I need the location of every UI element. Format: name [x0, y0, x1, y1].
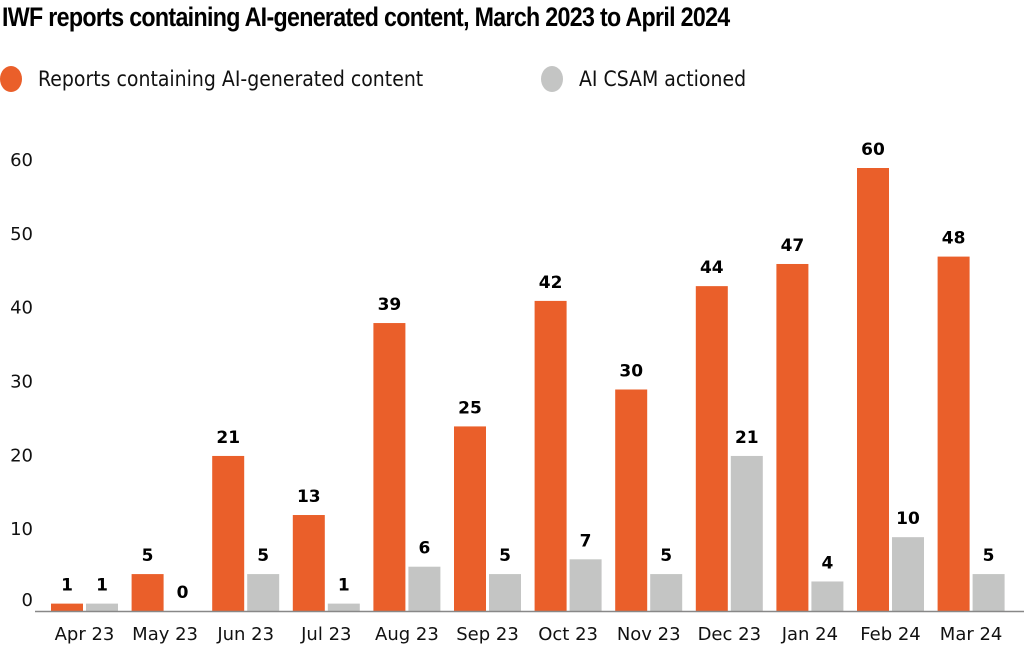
legend-swatch-reports: [0, 66, 22, 92]
x-tick-label: Nov 23: [617, 624, 681, 645]
bar-actioned: [408, 566, 441, 611]
data-label-reports: 47: [781, 236, 805, 256]
y-tick-label: 0: [22, 590, 33, 611]
bar-actioned: [892, 537, 924, 611]
bar-reports: [51, 603, 83, 611]
data-label-actioned: 21: [735, 428, 759, 448]
bar-reports: [212, 455, 245, 611]
bar-reports: [454, 426, 486, 611]
data-label-reports: 44: [700, 258, 724, 278]
x-tick-label: May 23: [132, 624, 198, 645]
bar-actioned: [569, 559, 602, 611]
data-label-reports: 13: [297, 487, 321, 507]
x-tick-label: Sep 23: [456, 624, 519, 645]
x-axis: Apr 23 May 23 Jun 23 Jul 23 Aug 23 Sep 23 Oct …: [55, 624, 1003, 645]
bar-actioned: [247, 574, 280, 611]
data-label-actioned: 10: [896, 509, 920, 529]
bar-actioned: [327, 603, 360, 611]
data-label-actioned: 5: [257, 546, 269, 566]
y-tick-label: 40: [10, 298, 33, 319]
bar-reports: [857, 168, 889, 611]
bar-reports: [534, 300, 567, 611]
y-tick-label: 60: [10, 150, 33, 171]
x-tick-label: Jul 23: [300, 624, 351, 645]
data-label-actioned: 1: [96, 576, 108, 596]
bar-reports: [937, 256, 970, 611]
y-tick-label: 10: [10, 519, 33, 540]
data-label-actioned: 5: [660, 546, 672, 566]
x-tick-label: Oct 23: [538, 624, 598, 645]
bar-reports: [373, 323, 406, 611]
x-tick-label: Jun 23: [216, 624, 274, 645]
legend-label-actioned: AI CSAM actioned: [579, 67, 747, 91]
data-labels: 1 1 5 0 21 5 13 1 39 6 25 5 42 7 30 5 44 21 47 4 60 10 48 5: [61, 140, 994, 603]
data-label-reports: 60: [861, 140, 885, 160]
data-label-reports: 30: [619, 362, 643, 382]
y-tick-label: 30: [10, 372, 33, 393]
x-tick-label: Feb 24: [860, 624, 921, 645]
legend-item-actioned: AI CSAM actioned: [541, 66, 765, 92]
bar-reports: [695, 286, 728, 611]
bar-actioned: [489, 574, 521, 611]
data-label-reports: 39: [378, 295, 402, 315]
data-label-actioned: 5: [499, 546, 511, 566]
data-label-reports: 48: [942, 229, 966, 249]
chart-title: IWF reports containing AI-generated cont…: [2, 2, 730, 32]
bar-reports: [292, 515, 325, 611]
bar-reports: [776, 263, 809, 611]
y-tick-label: 20: [10, 445, 33, 466]
bar-actioned: [730, 455, 763, 611]
y-axis: 0 10 20 30 40 50 60: [10, 150, 33, 611]
data-label-actioned: 5: [983, 546, 995, 566]
data-label-reports: 25: [458, 398, 482, 418]
bar-reports: [615, 389, 648, 611]
legend-label-reports: Reports containing AI-generated content: [38, 67, 424, 91]
bar-actioned: [811, 581, 844, 611]
x-tick-label: Aug 23: [375, 624, 439, 645]
x-tick-label: Mar 24: [940, 624, 1003, 645]
legend-swatch-actioned: [541, 66, 563, 92]
data-label-reports: 42: [539, 273, 563, 293]
bar-actioned: [650, 574, 683, 611]
data-label-actioned: 0: [177, 583, 189, 603]
y-tick-label: 50: [10, 224, 33, 245]
bar-actioned: [86, 603, 118, 611]
bar-actioned: [972, 574, 1005, 611]
data-label-actioned: 7: [580, 531, 592, 551]
data-label-reports: 21: [216, 428, 240, 448]
data-label-reports: 5: [142, 546, 154, 566]
data-label-actioned: 1: [338, 576, 350, 596]
legend-item-reports: Reports containing AI-generated content: [0, 66, 466, 92]
bars: [51, 168, 1005, 611]
data-label-actioned: 6: [418, 539, 430, 559]
bar-reports: [131, 574, 164, 611]
data-label-reports: 1: [61, 576, 73, 596]
x-tick-label: Jan 24: [781, 624, 838, 645]
data-label-actioned: 4: [821, 553, 833, 573]
x-tick-label: Dec 23: [698, 624, 761, 645]
x-tick-label: Apr 23: [55, 624, 115, 645]
